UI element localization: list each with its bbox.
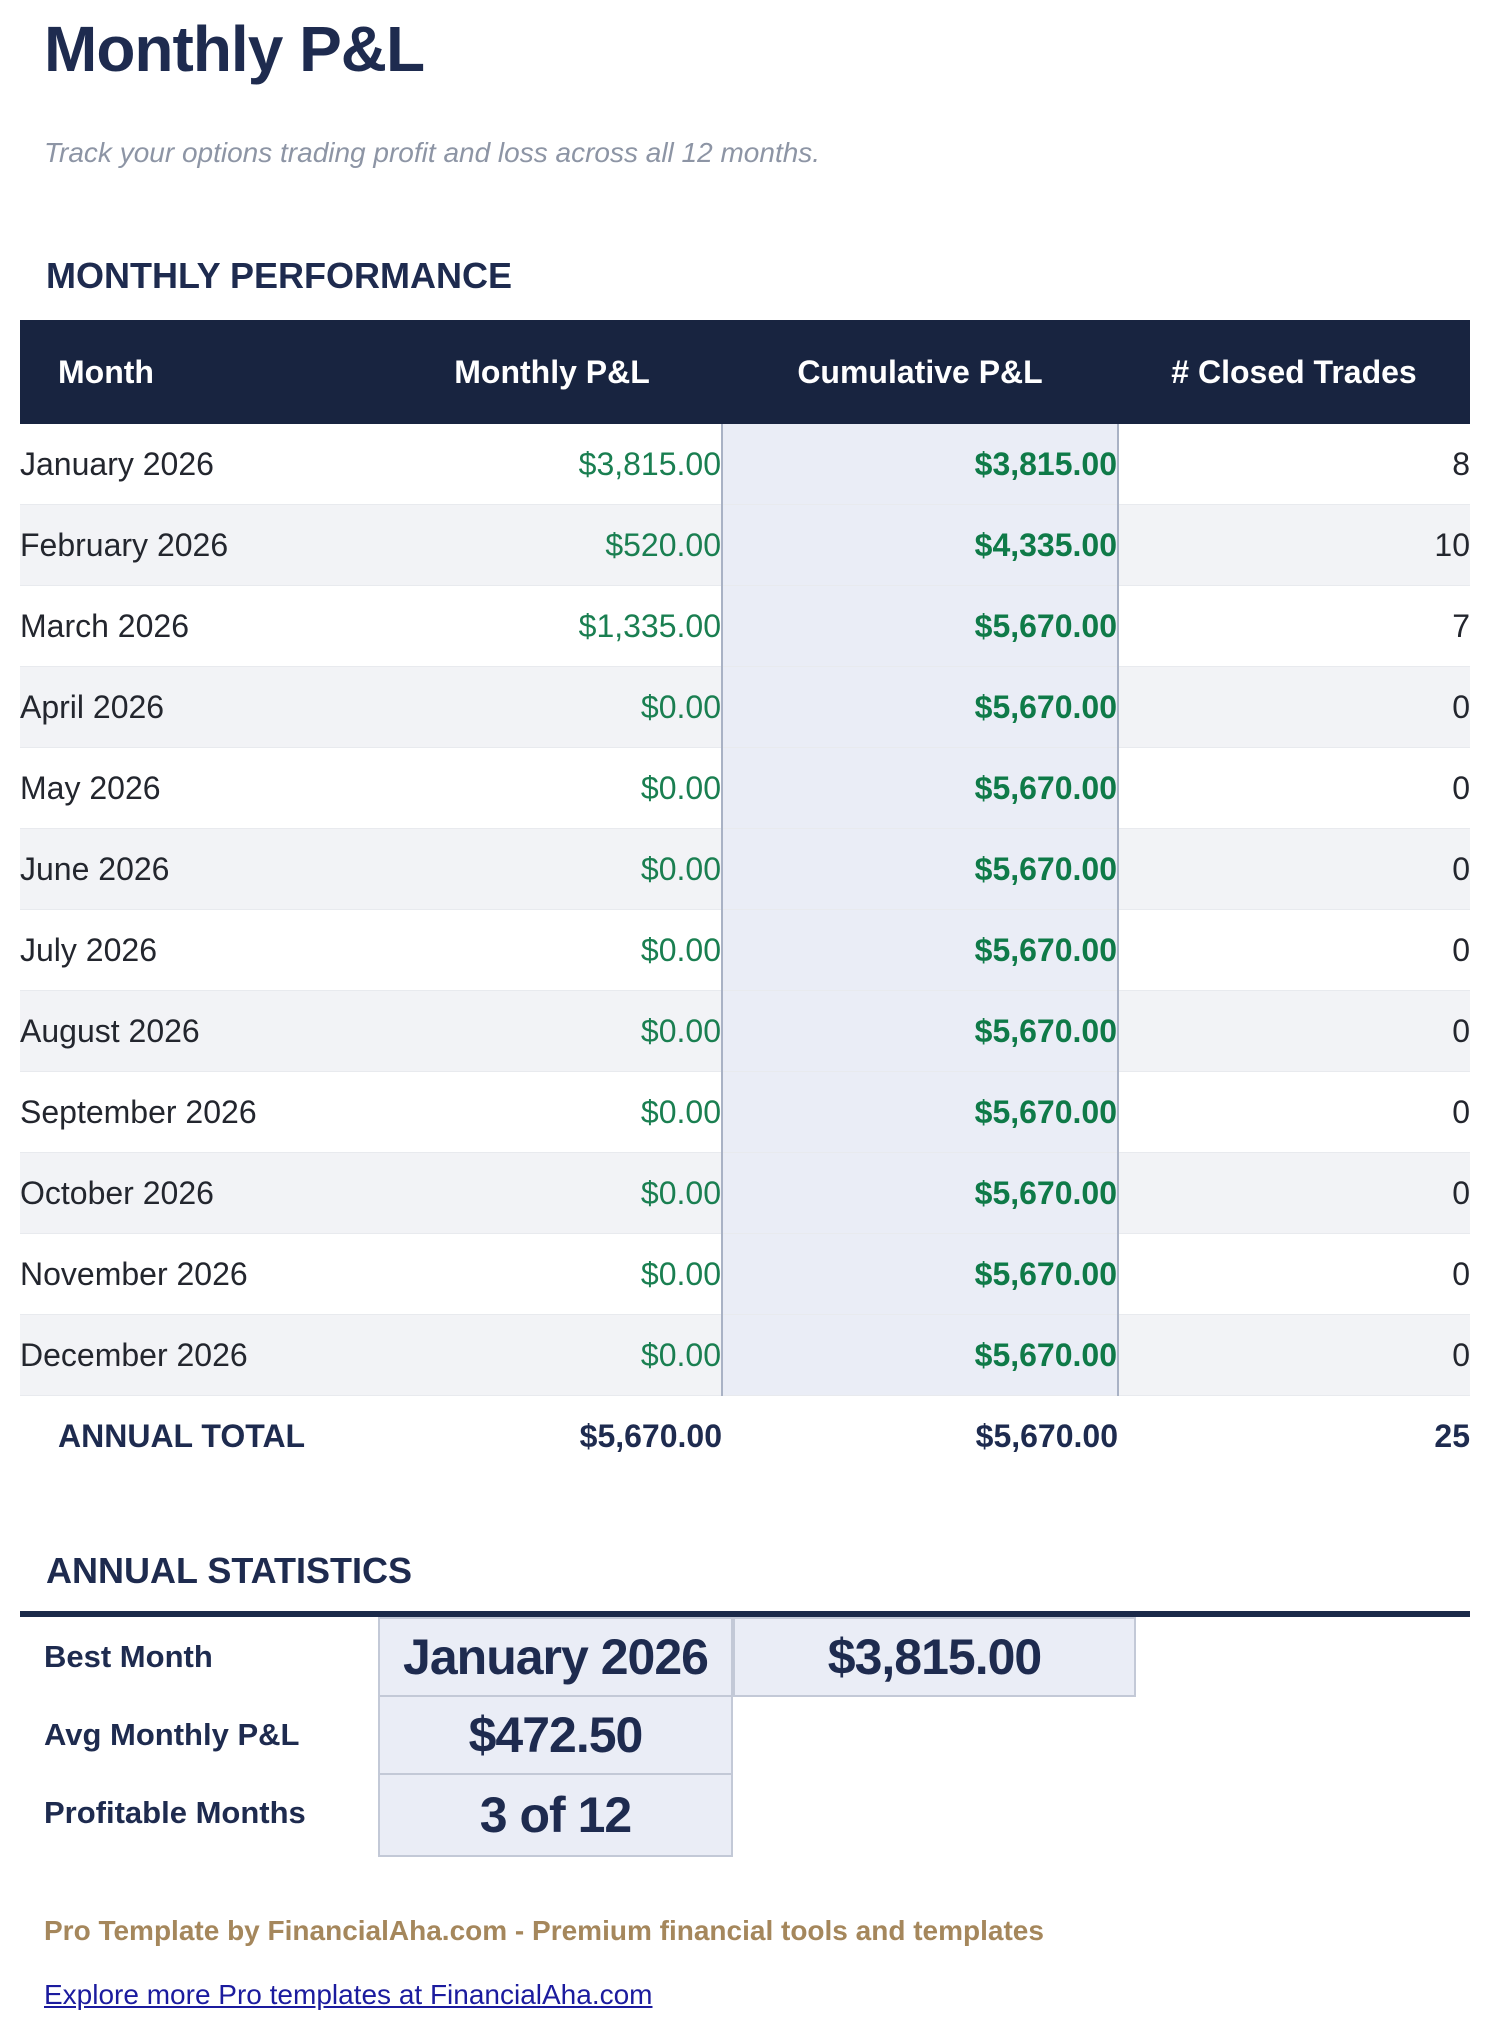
closed-trades-cell: 0: [1118, 1233, 1470, 1315]
cumulative-pl-cell: $5,670.00: [721, 666, 1119, 748]
cumulative-pl-cell: $4,335.00: [721, 504, 1119, 586]
month-cell: January 2026: [20, 424, 382, 505]
table-row: September 2026 $0.00 $5,670.00 0: [20, 1071, 1470, 1153]
monthly-pl-cell: $0.00: [382, 1152, 722, 1234]
monthly-pl-cell: $0.00: [382, 747, 722, 829]
table-row: December 2026 $0.00 $5,670.00 0: [20, 1314, 1470, 1396]
month-cell: June 2026: [20, 828, 382, 910]
annual-statistics-panel: Best Month Avg Monthly P&L Profitable Mo…: [0, 1617, 1489, 1857]
stat-value-best-month-amount: $3,815.00: [733, 1617, 1136, 1697]
table-row: May 2026 $0.00 $5,670.00 0: [20, 747, 1470, 829]
month-cell: October 2026: [20, 1152, 382, 1234]
month-cell: August 2026: [20, 990, 382, 1072]
month-cell: November 2026: [20, 1233, 382, 1315]
monthly-pl-cell: $0.00: [382, 1233, 722, 1315]
closed-trades-cell: 0: [1118, 1071, 1470, 1153]
monthly-pl-cell: $0.00: [382, 990, 722, 1072]
closed-trades-cell: 8: [1118, 424, 1470, 505]
stat-label-best-month: Best Month: [44, 1639, 213, 1674]
cumulative-pl-cell: $5,670.00: [721, 1071, 1119, 1153]
closed-trades-cell: 0: [1118, 828, 1470, 910]
monthly-performance-table: Month Monthly P&L Cumulative P&L # Close…: [20, 320, 1470, 1477]
cumulative-pl-cell: $5,670.00: [721, 990, 1119, 1072]
cumulative-pl-cell: $5,670.00: [721, 909, 1119, 991]
table-row: January 2026 $3,815.00 $3,815.00 8: [20, 424, 1470, 505]
stat-value-avg-monthly-pl: $472.50: [378, 1695, 733, 1775]
col-header-cumulative-pl: Cumulative P&L: [722, 320, 1118, 424]
page: Monthly P&L Track your options trading p…: [0, 14, 1489, 2032]
cumulative-pl-cell: $5,670.00: [721, 828, 1119, 910]
stat-label-avg-monthly-pl: Avg Monthly P&L: [44, 1717, 300, 1752]
closed-trades-cell: 7: [1118, 585, 1470, 667]
col-header-monthly-pl: Monthly P&L: [382, 320, 722, 424]
closed-trades-cell: 0: [1118, 666, 1470, 748]
cumulative-pl-cell: $5,670.00: [721, 747, 1119, 829]
annual-total-row: ANNUAL TOTAL $5,670.00 $5,670.00 25: [20, 1395, 1470, 1477]
month-cell: March 2026: [20, 585, 382, 667]
section-divider: [20, 1611, 1470, 1617]
monthly-pl-cell: $0.00: [382, 666, 722, 748]
page-subtitle: Track your options trading profit and lo…: [44, 137, 821, 168]
monthly-pl-cell: $0.00: [382, 909, 722, 991]
table-row: February 2026 $520.00 $4,335.00 10: [20, 504, 1470, 586]
cumulative-pl-cell: $5,670.00: [721, 1233, 1119, 1315]
footer-brand-text: Pro Template by FinancialAha.com - Premi…: [44, 1915, 1044, 1946]
stat-value-best-month: January 2026: [378, 1617, 733, 1697]
cumulative-pl-cell: $5,670.00: [721, 1314, 1119, 1396]
annual-total-label: ANNUAL TOTAL: [20, 1395, 382, 1477]
stat-label-profitable-months: Profitable Months: [44, 1795, 306, 1830]
closed-trades-cell: 0: [1118, 909, 1470, 991]
section-annual-statistics: ANNUAL STATISTICS: [46, 1550, 412, 1591]
col-header-month: Month: [20, 320, 382, 424]
monthly-pl-cell: $0.00: [382, 1071, 722, 1153]
month-cell: April 2026: [20, 666, 382, 748]
month-cell: December 2026: [20, 1314, 382, 1396]
table-row: April 2026 $0.00 $5,670.00 0: [20, 666, 1470, 748]
cumulative-pl-cell: $3,815.00: [721, 424, 1119, 505]
table-row: June 2026 $0.00 $5,670.00 0: [20, 828, 1470, 910]
month-cell: May 2026: [20, 747, 382, 829]
table-row: March 2026 $1,335.00 $5,670.00 7: [20, 585, 1470, 667]
cumulative-pl-cell: $5,670.00: [721, 585, 1119, 667]
month-cell: September 2026: [20, 1071, 382, 1153]
table-row: August 2026 $0.00 $5,670.00 0: [20, 990, 1470, 1072]
footer-link-line: Explore more Pro templates at FinancialA…: [44, 1979, 1489, 2011]
month-cell: July 2026: [20, 909, 382, 991]
section-monthly-performance: MONTHLY PERFORMANCE: [46, 255, 513, 296]
col-header-closed-trades: # Closed Trades: [1118, 320, 1470, 424]
monthly-pl-cell: $0.00: [382, 828, 722, 910]
annual-total-closed-trades: 25: [1118, 1395, 1470, 1477]
monthly-pl-cell: $520.00: [382, 504, 722, 586]
annual-total-monthly-pl: $5,670.00: [382, 1395, 722, 1477]
annual-total-cumulative-pl: $5,670.00: [722, 1395, 1118, 1477]
closed-trades-cell: 0: [1118, 1152, 1470, 1234]
closed-trades-cell: 0: [1118, 1314, 1470, 1396]
stat-value-profitable-months: 3 of 12: [378, 1773, 733, 1857]
table-header-row: Month Monthly P&L Cumulative P&L # Close…: [20, 320, 1470, 424]
cumulative-pl-cell: $5,670.00: [721, 1152, 1119, 1234]
table-row: November 2026 $0.00 $5,670.00 0: [20, 1233, 1470, 1315]
closed-trades-cell: 0: [1118, 747, 1470, 829]
table-row: October 2026 $0.00 $5,670.00 0: [20, 1152, 1470, 1234]
footer-link[interactable]: Explore more Pro templates at FinancialA…: [44, 1979, 653, 2010]
page-title: Monthly P&L: [44, 13, 425, 85]
monthly-pl-cell: $0.00: [382, 1314, 722, 1396]
closed-trades-cell: 0: [1118, 990, 1470, 1072]
monthly-pl-cell: $3,815.00: [382, 424, 722, 505]
month-cell: February 2026: [20, 504, 382, 586]
table-row: July 2026 $0.00 $5,670.00 0: [20, 909, 1470, 991]
monthly-pl-cell: $1,335.00: [382, 585, 722, 667]
closed-trades-cell: 10: [1118, 504, 1470, 586]
